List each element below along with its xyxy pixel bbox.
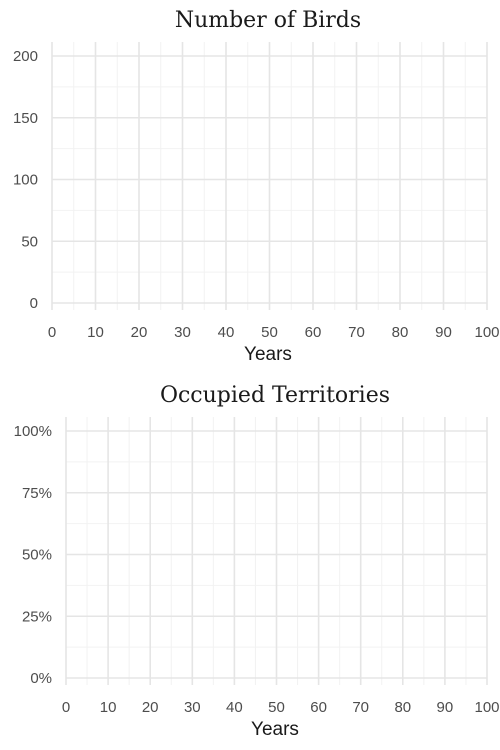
chart-title: Number of Birds [175,8,361,33]
panel-number-of-birds: Number of Birds 0 10 20 30 40 50 60 70 80 90 100 0 5… [13,8,500,365]
y-tick-label: 100% [14,423,52,440]
x-tick-label: 40 [226,699,243,716]
x-tick-label: 20 [131,324,148,341]
x-tick-label: 0 [48,324,56,341]
y-tick-label: 50% [22,547,52,564]
x-tick-label: 50 [261,324,278,341]
grid [51,42,488,310]
x-tick-label: 80 [392,324,409,341]
x-tick-label: 70 [352,699,369,716]
panel-occupied-territories: Occupied Territories 0 10 20 30 40 50 60 70 80 90… [14,383,500,740]
x-tick-label: 90 [435,324,452,341]
y-tick-label: 50 [21,233,38,250]
x-tick-label: 10 [87,324,104,341]
x-axis-label: Years [244,344,292,365]
y-tick-label: 150 [13,110,38,127]
chart-title: Occupied Territories [160,383,390,408]
y-tick-label: 0% [30,670,52,687]
grid [65,417,488,685]
tick-labels: 0 10 20 30 40 50 60 70 80 90 100 0% 25% 50% 75% 100% [14,423,500,716]
x-tick-label: 70 [348,324,365,341]
x-tick-label: 30 [184,699,201,716]
x-tick-label: 10 [100,699,117,716]
x-tick-label: 100 [474,699,499,716]
y-tick-label: 100 [13,172,38,189]
y-tick-label: 200 [13,48,38,65]
y-tick-label: 75% [22,485,52,502]
x-tick-label: 50 [268,699,285,716]
x-tick-label: 40 [218,324,235,341]
x-tick-label: 60 [305,324,322,341]
x-tick-label: 0 [62,699,70,716]
x-tick-label: 20 [142,699,159,716]
y-tick-label: 25% [22,608,52,625]
x-tick-label: 30 [174,324,191,341]
x-axis-label: Years [251,719,299,740]
x-tick-label: 90 [437,699,454,716]
x-tick-label: 60 [310,699,327,716]
tick-labels: 0 10 20 30 40 50 60 70 80 90 100 0 50 100 150 200 [13,48,500,341]
y-tick-label: 0 [30,295,38,312]
x-tick-label: 100 [474,324,499,341]
x-tick-label: 80 [394,699,411,716]
